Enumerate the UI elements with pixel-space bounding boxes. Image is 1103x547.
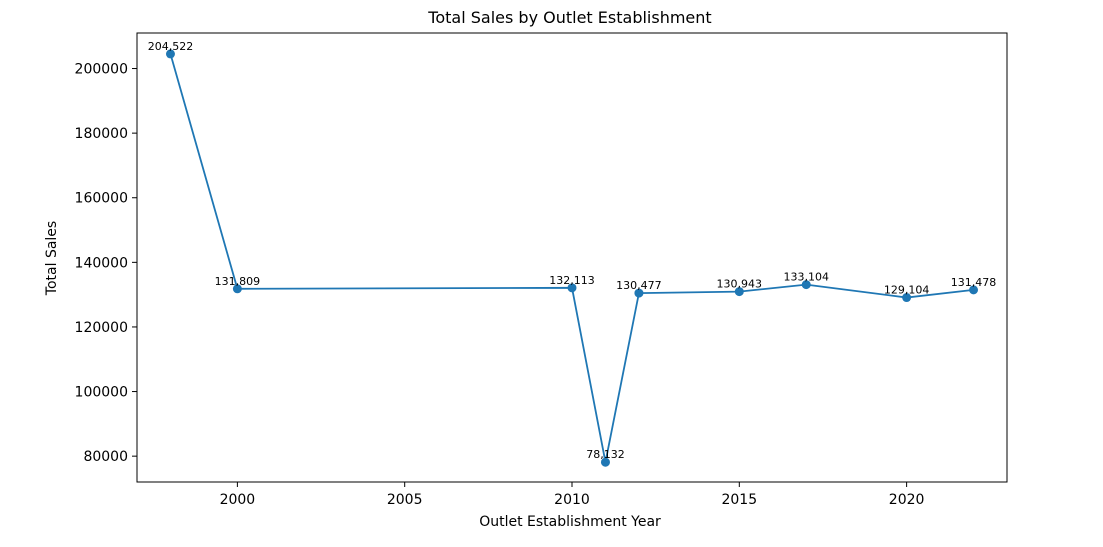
data-label: 132,113 — [549, 274, 595, 287]
data-label: 131,478 — [951, 276, 997, 289]
x-axis-label: Outlet Establishment Year — [479, 514, 661, 530]
data-point — [600, 457, 610, 467]
series-line — [169, 53, 974, 463]
x-tick-label: 2005 — [387, 492, 423, 508]
y-tick-label: 200000 — [75, 62, 128, 78]
data-label: 130,477 — [616, 279, 662, 292]
data-point — [969, 285, 979, 295]
data-point — [734, 287, 744, 297]
data-point — [634, 288, 644, 298]
x-tick-label: 2020 — [889, 492, 925, 508]
y-tick-label: 80000 — [83, 449, 128, 465]
plot-area — [136, 32, 1008, 483]
data-label: 131,809 — [215, 275, 261, 288]
data-label: 204,522 — [148, 40, 194, 53]
y-tick-label: 120000 — [75, 320, 128, 336]
data-label: 130,943 — [717, 278, 763, 291]
data-point — [567, 283, 577, 293]
x-tick-label: 2000 — [220, 492, 256, 508]
y-tick-label: 100000 — [75, 385, 128, 401]
x-tick-label: 2010 — [554, 492, 590, 508]
data-point — [902, 293, 912, 303]
y-tick-label: 180000 — [75, 126, 128, 142]
y-axis: 80000 100000 120000 140000 160000 180000 20000… — [75, 62, 137, 465]
x-axis: 2000 2005 2010 2015 2020 — [220, 482, 925, 508]
data-label: 129,104 — [884, 284, 930, 297]
y-tick-label: 140000 — [75, 255, 128, 271]
series-total-sales: 204,522 131,809 132,113 78,132 130,477 130,94… — [148, 40, 997, 467]
data-point — [801, 280, 811, 290]
chart-title: Total Sales by Outlet Establishment — [427, 8, 711, 27]
x-tick-label: 2015 — [721, 492, 757, 508]
y-tick-label: 160000 — [75, 191, 128, 207]
data-point — [232, 284, 242, 294]
data-label: 78,132 — [586, 448, 625, 461]
data-label: 133,104 — [783, 271, 829, 284]
y-axis-label: Total Sales — [44, 221, 60, 296]
data-point — [165, 49, 175, 59]
